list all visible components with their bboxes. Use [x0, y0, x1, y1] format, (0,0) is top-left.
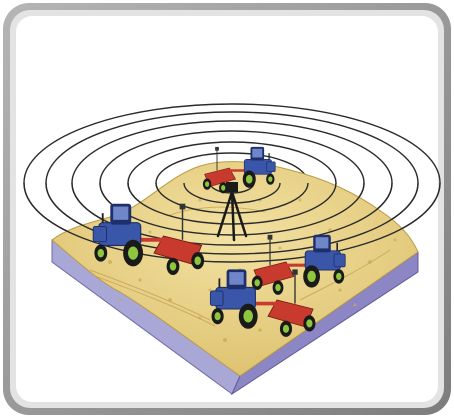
tractor-left	[92, 203, 205, 275]
tractor-back	[202, 146, 276, 194]
tire-tracks	[89, 206, 391, 327]
laser-tripod	[216, 182, 248, 242]
tractor-front	[209, 269, 316, 337]
tractor-right	[251, 234, 346, 295]
sand-texture	[108, 198, 397, 342]
tractors-group	[92, 146, 346, 337]
sand-surface	[51, 161, 419, 377]
laser-transmitter-head	[226, 182, 238, 192]
terrain-block	[51, 161, 419, 396]
